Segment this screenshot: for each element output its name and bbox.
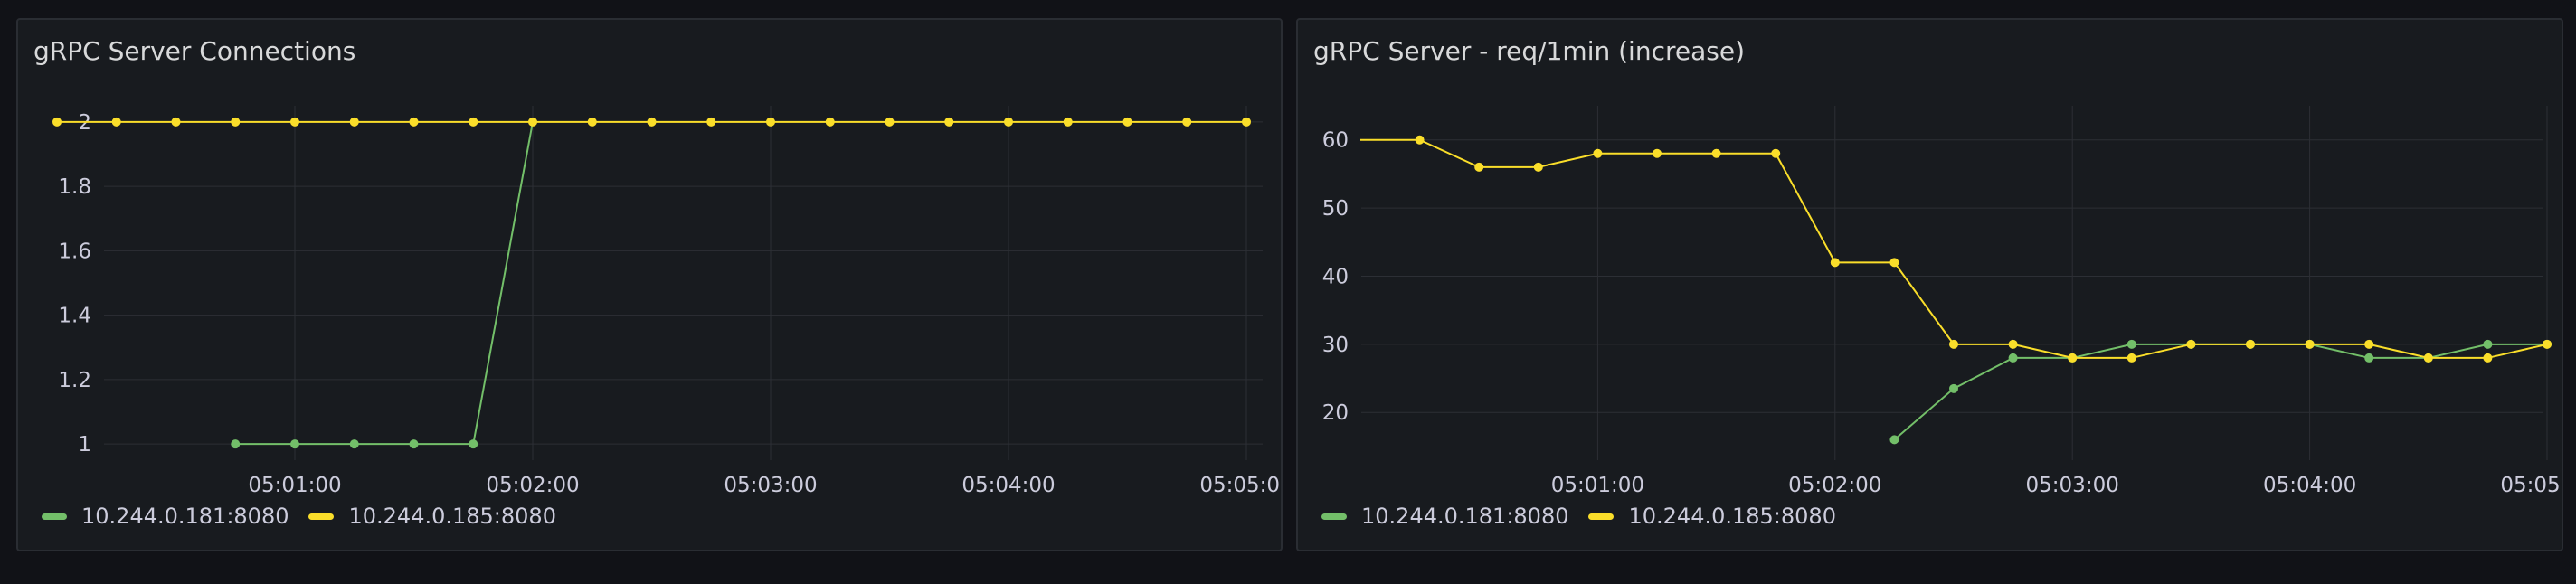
- data-point: [231, 117, 241, 127]
- data-point: [885, 117, 895, 127]
- y-tick-label: 60: [1322, 129, 1349, 153]
- legend-label: 10.244.0.185:8080: [348, 504, 556, 529]
- legend-label: 10.244.0.181:8080: [81, 504, 289, 529]
- y-tick-label: 50: [1322, 197, 1349, 221]
- data-point: [1004, 117, 1013, 127]
- y-tick-label: 1.4: [58, 305, 91, 328]
- data-point: [2008, 353, 2018, 363]
- requests-panel: gRPC Server - req/1min (increase) 20 30 40…: [1296, 18, 2563, 551]
- legend-item-series-1[interactable]: 10.244.0.181:8080: [1321, 504, 1568, 529]
- panel-title[interactable]: gRPC Server Connections: [33, 36, 356, 66]
- data-point: [1593, 148, 1603, 158]
- y-tick-label: 30: [1322, 334, 1349, 357]
- panel-title[interactable]: gRPC Server - req/1min (increase): [1313, 36, 1745, 66]
- data-point: [1474, 162, 1484, 172]
- data-point: [1533, 162, 1543, 172]
- legend-swatch: [308, 513, 335, 520]
- data-point: [944, 117, 954, 127]
- legend-item-series-2[interactable]: 10.244.0.185:8080: [308, 504, 556, 529]
- data-point: [1653, 148, 1662, 158]
- data-point: [1949, 383, 1958, 393]
- connections-panel: gRPC Server Connections 1 1.2 1.4 1.6 1.8 2 05…: [16, 18, 1283, 551]
- data-point: [290, 439, 299, 449]
- data-point: [349, 439, 359, 449]
- data-point: [528, 117, 537, 127]
- x-tick-label: 05:04:00: [2263, 474, 2356, 497]
- data-point: [231, 439, 241, 449]
- data-point: [349, 117, 359, 127]
- data-point: [2305, 339, 2315, 349]
- data-point: [409, 117, 419, 127]
- legend: 10.244.0.181:8080 10.244.0.185:8080: [42, 504, 576, 529]
- data-point: [2364, 339, 2374, 349]
- data-point: [766, 117, 775, 127]
- data-point: [1711, 148, 1721, 158]
- requests-chart: 20 30 40 50 60 05:01:00 05:02:00 05:03:00 05:04:…: [1322, 106, 2562, 497]
- data-point: [587, 117, 597, 127]
- series-line: [235, 121, 534, 446]
- data-point: [2126, 353, 2136, 363]
- data-point: [171, 117, 181, 127]
- data-point: [2423, 353, 2433, 363]
- x-tick-label: 05:04:00: [961, 474, 1055, 497]
- data-point: [52, 117, 62, 127]
- data-point: [825, 117, 835, 127]
- legend-swatch: [1588, 513, 1615, 520]
- x-tick-label: 05:05:00: [2500, 474, 2562, 497]
- data-point: [2543, 339, 2552, 349]
- y-tick-label: 1.6: [58, 240, 91, 263]
- x-tick-label: 05:03:00: [2026, 474, 2119, 497]
- data-point: [2186, 339, 2196, 349]
- data-point: [469, 439, 478, 449]
- legend-item-series-1[interactable]: 10.244.0.181:8080: [42, 504, 289, 529]
- x-tick-label: 05:01:00: [1551, 474, 1644, 497]
- data-point: [2068, 353, 2078, 363]
- legend-label: 10.244.0.181:8080: [1361, 504, 1569, 529]
- legend: 10.244.0.181:8080 10.244.0.185:8080: [1321, 504, 1856, 529]
- data-point: [2364, 353, 2374, 363]
- data-point: [1949, 339, 1958, 349]
- x-tick-label: 05:05:00: [1199, 474, 1281, 497]
- x-tick-label: 05:02:00: [486, 474, 579, 497]
- data-point: [111, 117, 121, 127]
- y-tick-label: 20: [1322, 401, 1349, 425]
- data-point: [1889, 435, 1899, 445]
- x-tick-label: 05:01:00: [248, 474, 341, 497]
- data-point: [2126, 339, 2136, 349]
- series-line: [1360, 138, 2548, 359]
- data-point: [2483, 339, 2493, 349]
- y-tick-label: 1.2: [58, 369, 91, 392]
- data-point: [1889, 258, 1899, 268]
- y-tick-label: 1: [78, 433, 91, 457]
- legend-swatch: [42, 513, 67, 520]
- data-point: [2008, 339, 2018, 349]
- data-point: [1242, 117, 1251, 127]
- data-point: [2483, 353, 2493, 363]
- data-point: [1415, 135, 1425, 145]
- data-point: [1830, 258, 1840, 268]
- legend-label: 10.244.0.185:8080: [1628, 504, 1836, 529]
- legend-swatch: [1321, 513, 1347, 520]
- y-tick-label: 1.8: [58, 175, 91, 199]
- data-point: [409, 439, 419, 449]
- data-point: [1182, 117, 1192, 127]
- data-point: [1063, 117, 1073, 127]
- data-point: [706, 117, 716, 127]
- data-point: [647, 117, 657, 127]
- data-point: [290, 117, 299, 127]
- data-point: [1771, 148, 1781, 158]
- x-tick-label: 05:02:00: [1788, 474, 1881, 497]
- x-tick-label: 05:03:00: [724, 474, 817, 497]
- y-tick-label: 40: [1322, 265, 1349, 288]
- data-point: [1122, 117, 1132, 127]
- data-point: [469, 117, 478, 127]
- legend-item-series-2[interactable]: 10.244.0.185:8080: [1588, 504, 1836, 529]
- data-point: [2246, 339, 2255, 349]
